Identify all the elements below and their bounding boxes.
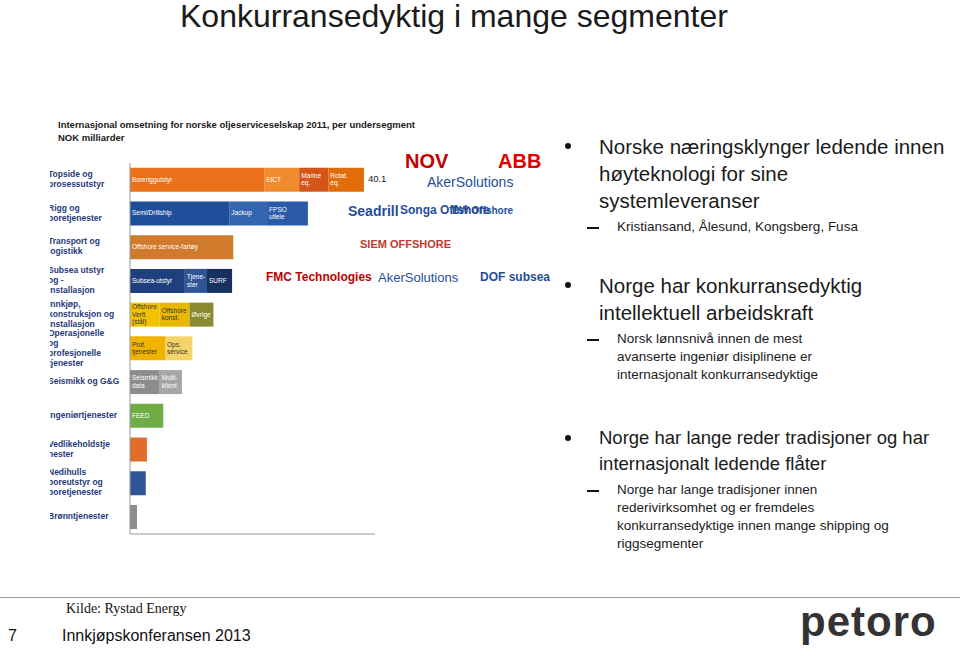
html-text:NOK milliarder: NOK milliarder	[58, 132, 125, 143]
svg-text:Transport oglogistikk: Transport oglogistikk	[50, 237, 100, 257]
svg-text:Semi/Drillship: Semi/Drillship	[132, 209, 172, 217]
svg-text:Offshore service-fartøy: Offshore service-fartøy	[132, 243, 199, 251]
svg-text:EICT: EICT	[266, 175, 281, 182]
html-text:NOV: NOV	[405, 150, 449, 172]
svg-text:Vedlikeholdstjenester: Vedlikeholdstjenester	[50, 439, 110, 459]
svg-text:Topside ogprosessutstyr: Topside ogprosessutstyr	[50, 169, 105, 189]
svg-text:Subsea-utstyr: Subsea-utstyr	[132, 277, 173, 285]
svg-text:Seismikkdata: Seismikkdata	[132, 374, 159, 389]
svg-text:Offshorekonst.: Offshorekonst.	[162, 307, 187, 322]
html-text:Seadrill Songa Offshore: Seadrill Songa Offshore	[348, 203, 490, 219]
svg-text:Seismikk og G&G: Seismikk og G&G	[50, 376, 120, 386]
html-text:Innkjøpskonferansen 2013: Innkjøpskonferansen 2013	[62, 627, 251, 644]
svg-text:Jackup: Jackup	[231, 209, 252, 217]
svg-text:40.1: 40.1	[368, 173, 387, 184]
svg-text:FPSOutleie: FPSOutleie	[269, 205, 287, 220]
svg-text:Rigg ogboretjenester: Rigg ogboretjenester	[50, 203, 103, 223]
html-text:Norsk lønnsnivå innen de mest: Norsk lønnsnivå innen de mest avanserte …	[617, 331, 819, 382]
html-text:AkerSolutions: AkerSolutions	[427, 174, 514, 190]
html-text:Kristiansand, Ålesund, Kongsbe: Kristiansand, Ålesund, Kongsberg, Fusa	[617, 219, 858, 234]
svg-text:FEED: FEED	[132, 412, 150, 419]
svg-text:Operasjonelleogprofesjonelletj: Operasjonelleogprofesjonelletjenester	[50, 328, 104, 368]
svg-text:OffshoreVerft(stål): OffshoreVerft(stål)	[132, 303, 157, 326]
html-text:petoro: petoro	[800, 598, 937, 645]
svg-text:Ingeniørtjenester: Ingeniørtjenester	[50, 410, 118, 420]
svg-text:Marineeq.: Marineeq.	[301, 172, 321, 188]
svg-text:Multi-klient: Multi-klient	[162, 374, 178, 389]
svg-text:Tjene-ster: Tjene-ster	[187, 273, 205, 288]
html-text:DOF subsea: DOF subsea	[480, 270, 550, 284]
html-text:SIEM OFFSHORE: SIEM OFFSHORE	[360, 238, 452, 250]
svg-text:Innkjøp,konstruksjon oginstall: Innkjøp,konstruksjon oginstallasjon	[50, 299, 114, 329]
html-text:AkerSolutions: AkerSolutions	[378, 270, 459, 285]
html-text:FMC Technologies: FMC Technologies	[266, 270, 372, 284]
svg-text:Boreriggutstyr: Boreriggutstyr	[132, 175, 173, 183]
html-text:Norge har lange tradisjoner in: Norge har lange tradisjoner innen rederi…	[617, 482, 889, 551]
svg-text:Prof.tjenester: Prof.tjenester	[132, 340, 158, 356]
svg-text:Nedihullsboreutstyr ogboretjen: Nedihullsboreutstyr ogboretjenester	[50, 468, 103, 498]
html-text:Internasjonal omsetning for no: Internasjonal omsetning for norske oljes…	[58, 119, 415, 130]
svg-text:Rotat.eq.: Rotat.eq.	[330, 172, 348, 188]
html-text:BW Offshore: BW Offshore	[452, 205, 514, 216]
html-text:7: 7	[8, 627, 17, 644]
html-text:Norske næringsklynger ledende: Norske næringsklynger ledende innen høyt…	[599, 135, 945, 212]
svg-text:Ops.service: Ops.service	[167, 340, 188, 355]
svg-text:SURF: SURF	[209, 277, 227, 284]
html-text:ABB: ABB	[498, 150, 542, 172]
svg-text:Subsea utstyrog -installasjon: Subsea utstyrog -installasjon	[50, 265, 105, 295]
html-text:Norge har konkurransedyktig in: Norge har konkurransedyktig intellektuel…	[599, 274, 863, 324]
html-text:Norge har lange reder tradisjo: Norge har lange reder tradisjoner og har…	[599, 427, 930, 474]
html-text:Kilde: Rystad Energy: Kilde: Rystad Energy	[66, 601, 187, 616]
svg-text:Brønntjenester: Brønntjenester	[50, 511, 109, 521]
svg-text:Øvrige: Øvrige	[192, 310, 212, 318]
